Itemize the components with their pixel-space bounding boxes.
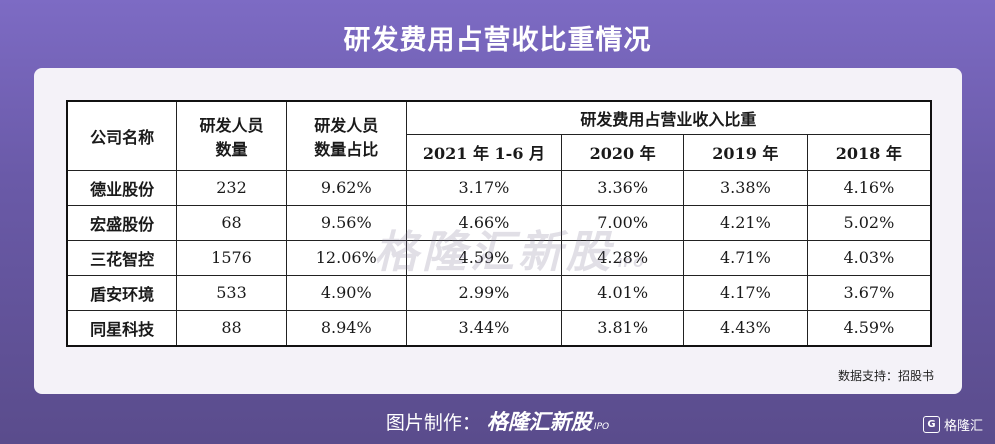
value-cell: 2.99%: [405, 274, 563, 311]
footer-label: 图片制作：: [385, 412, 481, 434]
ratio-cell: 9.62%: [285, 169, 407, 206]
table-row: 宏盛股份 68 9.56% 4.66% 7.00% 4.21% 5.02%: [66, 204, 932, 241]
value-cell: 5.02%: [806, 204, 932, 241]
source-note: 数据支持：招股书: [837, 369, 934, 383]
value-cell: 4.59%: [405, 239, 563, 276]
value-cell: 4.59%: [806, 309, 932, 347]
rd-table: 公司名称 研发人员 数量 研发人员 数量占比 研发费用占营业收入比重 2021 年 …: [66, 100, 932, 347]
value-cell: 4.03%: [806, 239, 932, 276]
company-cell: 德业股份: [66, 169, 178, 206]
header-staff-ratio: 研发人员 数量占比: [285, 100, 407, 171]
value-cell: 3.17%: [405, 169, 563, 206]
staff-cell: 68: [176, 204, 287, 241]
ratio-cell: 12.06%: [285, 239, 407, 276]
value-cell: 7.00%: [561, 204, 684, 241]
value-cell: 4.66%: [405, 204, 563, 241]
footer-brand: 格隆汇新股: [486, 410, 592, 434]
footer-credit: 图片制作： 格隆汇新股 IPO: [0, 406, 995, 436]
value-cell: 4.43%: [683, 309, 808, 347]
staff-cell: 1576: [176, 239, 287, 276]
header-period: 2021 年 1-6 月: [405, 133, 563, 171]
table-row: 盾安环境 533 4.90% 2.99% 4.01% 4.17% 3.67%: [66, 274, 932, 311]
header-rd-ratio-group: 研发费用占营业收入比重: [405, 100, 932, 135]
header-period: 2018 年: [806, 133, 932, 171]
value-cell: 4.16%: [806, 169, 932, 206]
company-cell: 盾安环境: [66, 274, 178, 311]
header-period: 2020 年: [561, 133, 684, 171]
table-row: 三花智控 1576 12.06% 4.59% 4.28% 4.71% 4.03%: [66, 239, 932, 276]
company-cell: 同星科技: [66, 309, 178, 347]
ratio-cell: 9.56%: [285, 204, 407, 241]
page-title: 研发费用占营收比重情况: [343, 25, 652, 56]
value-cell: 3.36%: [561, 169, 684, 206]
header-staff-count: 研发人员 数量: [176, 100, 287, 171]
table-row: 德业股份 232 9.62% 3.17% 3.36% 3.38% 4.16%: [66, 169, 932, 206]
value-cell: 4.01%: [561, 274, 684, 311]
ratio-cell: 8.94%: [285, 309, 407, 347]
value-cell: 3.81%: [561, 309, 684, 347]
value-cell: 3.44%: [405, 309, 563, 347]
ratio-cell: 4.90%: [285, 274, 407, 311]
logo-mark-icon: G: [922, 416, 940, 433]
company-cell: 宏盛股份: [66, 204, 178, 241]
value-cell: 4.17%: [683, 274, 808, 311]
logo-text: 格隆汇: [943, 419, 983, 434]
value-cell: 3.67%: [806, 274, 932, 311]
value-cell: 4.21%: [683, 204, 808, 241]
staff-cell: 88: [176, 309, 287, 347]
value-cell: 4.28%: [561, 239, 684, 276]
footer-suffix: IPO: [593, 422, 610, 432]
header-period: 2019 年: [683, 133, 808, 171]
company-cell: 三花智控: [66, 239, 178, 276]
staff-cell: 533: [176, 274, 287, 311]
header-company: 公司名称: [66, 100, 178, 171]
value-cell: 3.38%: [683, 169, 808, 206]
value-cell: 4.71%: [683, 239, 808, 276]
brand-logo: G 格隆汇: [922, 415, 983, 434]
table-row: 同星科技 88 8.94% 3.44% 3.81% 4.43% 4.59%: [66, 309, 932, 347]
table-card: 公司名称 研发人员 数量 研发人员 数量占比 研发费用占营业收入比重 2021 年 …: [34, 68, 962, 394]
staff-cell: 232: [176, 169, 287, 206]
